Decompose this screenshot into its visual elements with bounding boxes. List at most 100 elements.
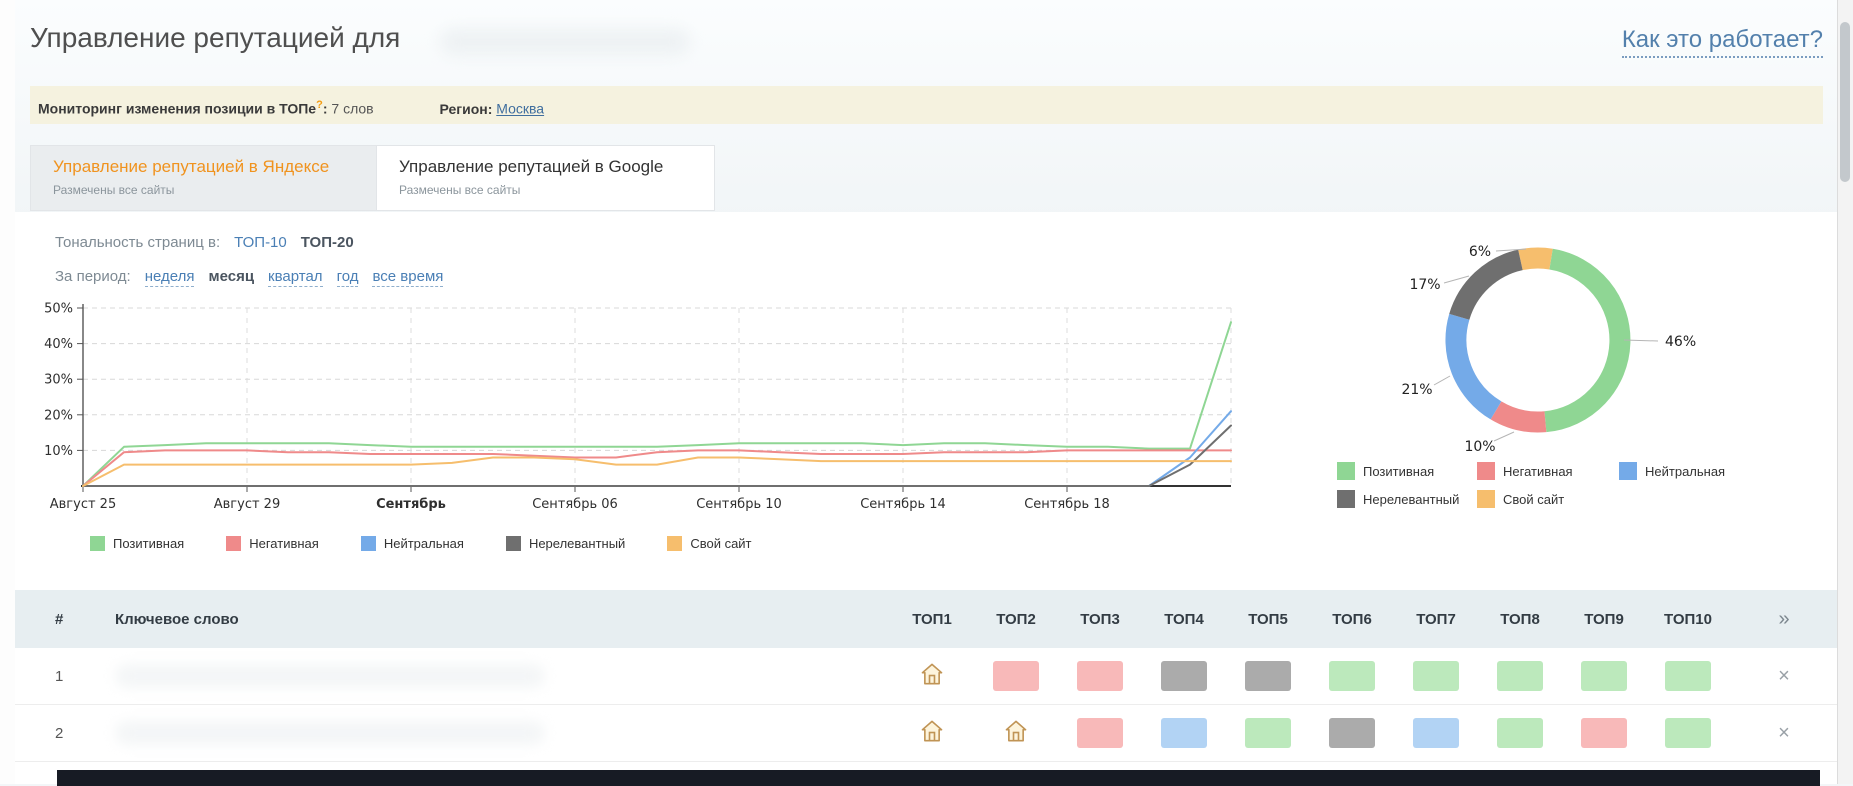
- donut-slice-negative[interactable]: [1490, 401, 1547, 433]
- col-header-top6: ТОП6: [1332, 610, 1372, 628]
- cell-neutral[interactable]: [1413, 718, 1459, 748]
- monitoring-label: Мониторинг изменения позиции в ТОПе: [38, 100, 317, 117]
- tonality-square-irrelevant: [1245, 661, 1291, 691]
- cell-positive[interactable]: [1497, 718, 1543, 748]
- legend-swatch-own-site: [1477, 490, 1495, 508]
- page-title: Управление репутацией для: [30, 22, 401, 53]
- col-header-number: #: [55, 610, 64, 628]
- main-content: Управление репутацией для Как это работа…: [15, 0, 1838, 786]
- top10-link[interactable]: ТОП-10: [234, 234, 287, 251]
- donut-legend-item-neutral[interactable]: Нейтральная: [1619, 462, 1789, 480]
- donut-slice-positive[interactable]: [1544, 248, 1631, 433]
- donut-label-connector: [1493, 431, 1515, 442]
- remove-keyword-button[interactable]: ×: [1778, 665, 1790, 687]
- legend-item-irrelevant[interactable]: Нерелевантный: [505, 536, 625, 551]
- donut-legend-item-own-site[interactable]: Свой сайт: [1477, 490, 1619, 508]
- tonality-square-positive: [1665, 718, 1711, 748]
- donut-label-irrelevant: 17%: [1409, 277, 1440, 293]
- scrollbar-thumb[interactable]: [1840, 22, 1850, 182]
- keyword-cell: [80, 664, 890, 688]
- cell-negative[interactable]: [1581, 718, 1627, 748]
- cell-own-site[interactable]: [919, 661, 945, 692]
- keywords-count: 7 слов: [331, 100, 374, 117]
- region-link[interactable]: Москва: [496, 100, 545, 117]
- tonality-square-irrelevant: [1161, 661, 1207, 691]
- tab-google[interactable]: Управление репутацией в Google Размечены…: [377, 145, 715, 211]
- client-name-redacted: [440, 28, 690, 56]
- cell-positive[interactable]: [1329, 661, 1375, 691]
- monitoring-bar: Мониторинг изменения позиции в ТОПе?: 7 …: [30, 86, 1823, 124]
- cell-negative[interactable]: [1077, 718, 1123, 748]
- donut-legend-item-negative[interactable]: Негативная: [1477, 462, 1619, 480]
- col-header-top9: ТОП9: [1584, 610, 1624, 628]
- cell-positive[interactable]: [1413, 661, 1459, 691]
- y-axis-label: 10%: [44, 444, 73, 459]
- tonality-square-positive: [1665, 661, 1711, 691]
- period-week-link[interactable]: неделя: [144, 268, 195, 287]
- remove-keyword-button[interactable]: ×: [1778, 722, 1790, 744]
- tonality-square-positive: [1497, 718, 1543, 748]
- tonality-square-neutral: [1413, 718, 1459, 748]
- x-axis-label: Сентябрь 06: [532, 497, 618, 512]
- legend-label: Позитивная: [1363, 463, 1435, 479]
- keywords-table: # Ключевое слово ТОП1 ТОП2 ТОП3 ТОП4 ТОП5 ТОП6 Т…: [15, 590, 1838, 762]
- cell-own-site[interactable]: [919, 718, 945, 749]
- donut-slice-neutral[interactable]: [1445, 313, 1502, 420]
- donut-legend-item-positive[interactable]: Позитивная: [1337, 462, 1477, 480]
- cell-negative[interactable]: [993, 661, 1039, 691]
- period-year-link[interactable]: год: [336, 268, 359, 287]
- cell-positive[interactable]: [1581, 661, 1627, 691]
- period-month-selected[interactable]: месяц: [208, 268, 255, 285]
- cell-neutral[interactable]: [1161, 718, 1207, 748]
- help-icon[interactable]: ?: [316, 99, 323, 111]
- tab-yandex[interactable]: Управление репутацией в Яндексе Размечен…: [30, 145, 377, 211]
- col-header-keyword: Ключевое слово: [115, 610, 239, 628]
- cell-positive[interactable]: [1497, 661, 1543, 691]
- cell-irrelevant[interactable]: [1329, 718, 1375, 748]
- cell-own-site[interactable]: [1003, 718, 1029, 749]
- line-series-negative: [82, 449, 1232, 487]
- own-site-home-icon: [921, 720, 943, 741]
- donut-label-negative: 10%: [1464, 439, 1495, 455]
- period-alltime-link[interactable]: все время: [372, 268, 444, 287]
- donut-slice-own-site[interactable]: [1518, 247, 1553, 271]
- tab-google-title: Управление репутацией в Google: [399, 157, 664, 176]
- tonality-square-negative: [1077, 661, 1123, 691]
- cell-irrelevant[interactable]: [1245, 661, 1291, 691]
- donut-label-own-site: 6%: [1469, 244, 1491, 260]
- table-header-row: # Ключевое слово ТОП1 ТОП2 ТОП3 ТОП4 ТОП5 ТОП6 Т…: [15, 590, 1838, 648]
- row-number: 2: [55, 724, 64, 742]
- tonality-square-negative: [993, 661, 1039, 691]
- x-axis-label: Сентябрь: [376, 497, 446, 512]
- legend-item-own-site[interactable]: Свой сайт: [667, 536, 752, 551]
- cell-negative[interactable]: [1077, 661, 1123, 691]
- x-axis-label: Сентябрь 18: [1024, 497, 1110, 512]
- tonality-square-neutral: [1161, 718, 1207, 748]
- period-label: За период:: [55, 268, 131, 285]
- col-header-top8: ТОП8: [1500, 610, 1540, 628]
- col-header-top3: ТОП3: [1080, 610, 1120, 628]
- legend-item-neutral[interactable]: Нейтральная: [360, 536, 464, 551]
- donut-slice-irrelevant[interactable]: [1449, 249, 1524, 321]
- cell-positive[interactable]: [1245, 718, 1291, 748]
- tonality-control: Тональность страниц в: ТОП-10 ТОП-20: [55, 234, 354, 251]
- cell-positive[interactable]: [1665, 718, 1711, 748]
- tonality-square-positive: [1245, 718, 1291, 748]
- line-series-irrelevant: [82, 424, 1232, 487]
- how-it-works-link[interactable]: Как это работает?: [1621, 26, 1823, 58]
- period-quarter-link[interactable]: квартал: [268, 268, 323, 287]
- cell-positive[interactable]: [1665, 661, 1711, 691]
- tonality-square-negative: [1077, 718, 1123, 748]
- charts-panel: Тональность страниц в: ТОП-10 ТОП-20 За пе…: [15, 212, 1838, 786]
- x-axis-label: Август 29: [214, 497, 280, 512]
- expand-columns-button[interactable]: »: [1778, 607, 1790, 630]
- donut-legend-item-irrelevant[interactable]: Нерелевантный: [1337, 490, 1477, 508]
- col-header-top7: ТОП7: [1416, 610, 1456, 628]
- cell-irrelevant[interactable]: [1161, 661, 1207, 691]
- donut-label-connector: [1443, 275, 1470, 284]
- top20-selected[interactable]: ТОП-20: [300, 234, 354, 251]
- legend-item-negative[interactable]: Негативная: [226, 536, 319, 551]
- legend-item-positive[interactable]: Позитивная: [90, 536, 184, 551]
- scrollbar-track[interactable]: [1837, 0, 1853, 784]
- monitoring-colon: :: [322, 100, 328, 117]
